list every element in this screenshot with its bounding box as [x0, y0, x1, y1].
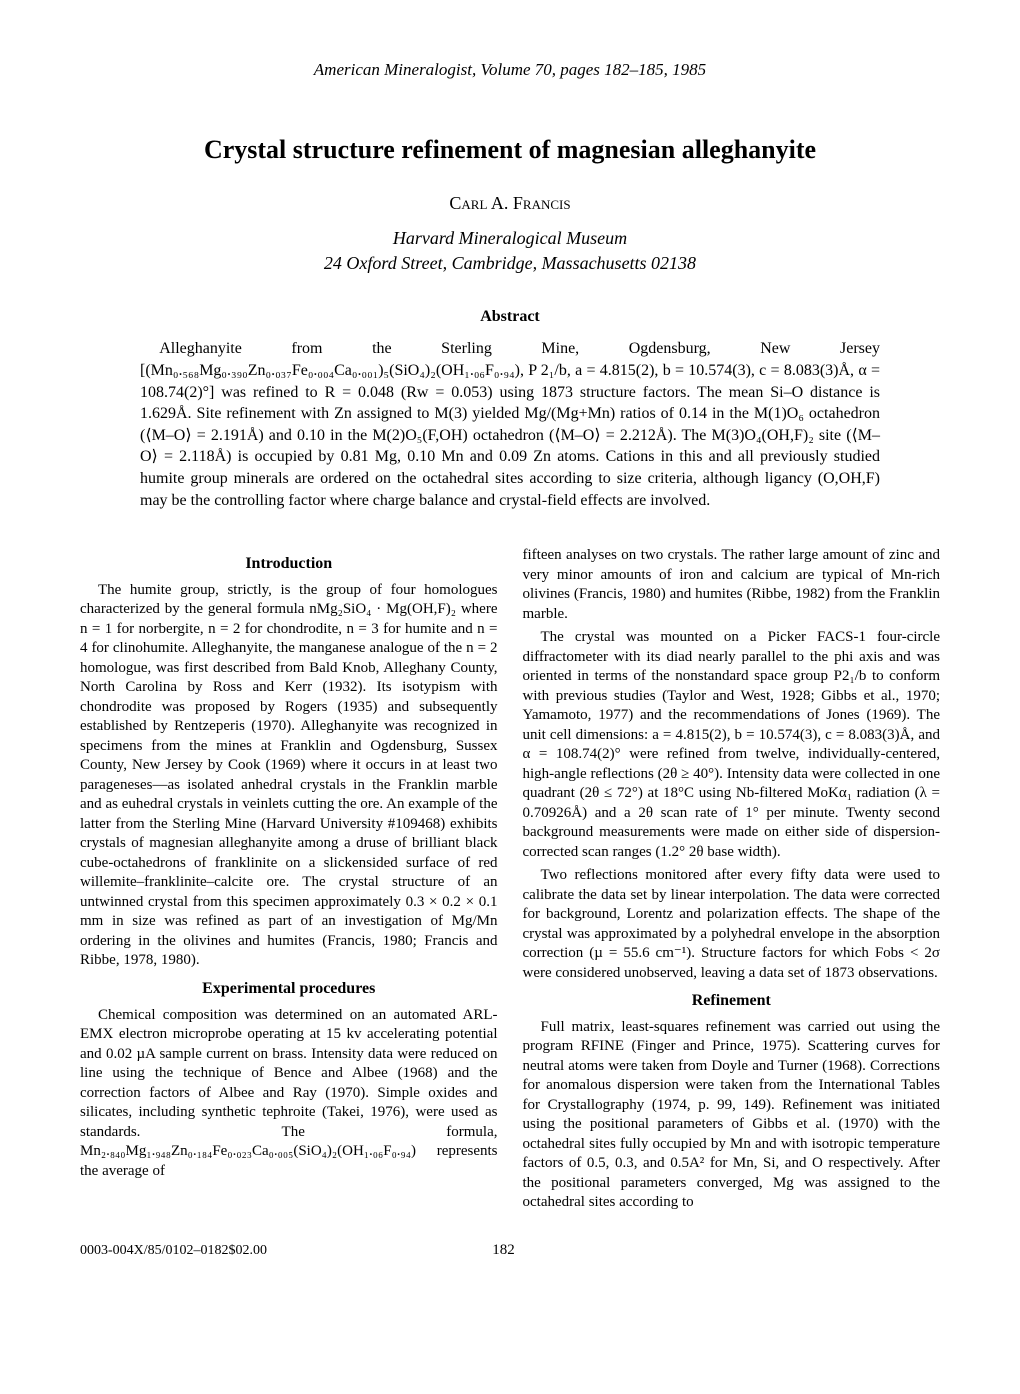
- refinement-paragraph-1: Full matrix, least-squares refinement wa…: [523, 1018, 941, 1213]
- section-header-introduction: Introduction: [80, 554, 498, 575]
- introduction-paragraph: The humite group, strictly, is the group…: [80, 581, 498, 971]
- affiliation-line-1: Harvard Mineralogical Museum: [393, 228, 627, 248]
- paper-title: Crystal structure refinement of magnesia…: [80, 135, 940, 165]
- right-column: fifteen analyses on two crystals. The ra…: [523, 546, 941, 1217]
- author-name: Carl A. Francis: [80, 193, 940, 214]
- abstract-body: Alleghanyite from the Sterling Mine, Ogd…: [140, 338, 880, 511]
- footer-issn: 0003-004X/85/0102–0182$02.00: [80, 1243, 267, 1259]
- left-column: Introduction The humite group, strictly,…: [80, 546, 498, 1217]
- affiliation-line-2: 24 Oxford Street, Cambridge, Massachuset…: [324, 253, 696, 273]
- section-header-experimental: Experimental procedures: [80, 979, 498, 1000]
- experimental-paragraph-3: The crystal was mounted on a Picker FACS…: [523, 628, 941, 862]
- page-footer: 0003-004X/85/0102–0182$02.00 182: [80, 1242, 940, 1259]
- page-number: 182: [492, 1242, 515, 1259]
- experimental-paragraph-4: Two reflections monitored after every fi…: [523, 866, 941, 983]
- section-header-refinement: Refinement: [523, 991, 941, 1012]
- paper-page: American Mineralogist, Volume 70, pages …: [0, 0, 1020, 1309]
- affiliation: Harvard Mineralogical Museum 24 Oxford S…: [80, 226, 940, 276]
- two-column-body: Introduction The humite group, strictly,…: [80, 546, 940, 1217]
- experimental-paragraph-1: Chemical composition was determined on a…: [80, 1006, 498, 1182]
- journal-header: American Mineralogist, Volume 70, pages …: [80, 60, 940, 80]
- experimental-paragraph-2: fifteen analyses on two crystals. The ra…: [523, 546, 941, 624]
- abstract-header: Abstract: [80, 308, 940, 326]
